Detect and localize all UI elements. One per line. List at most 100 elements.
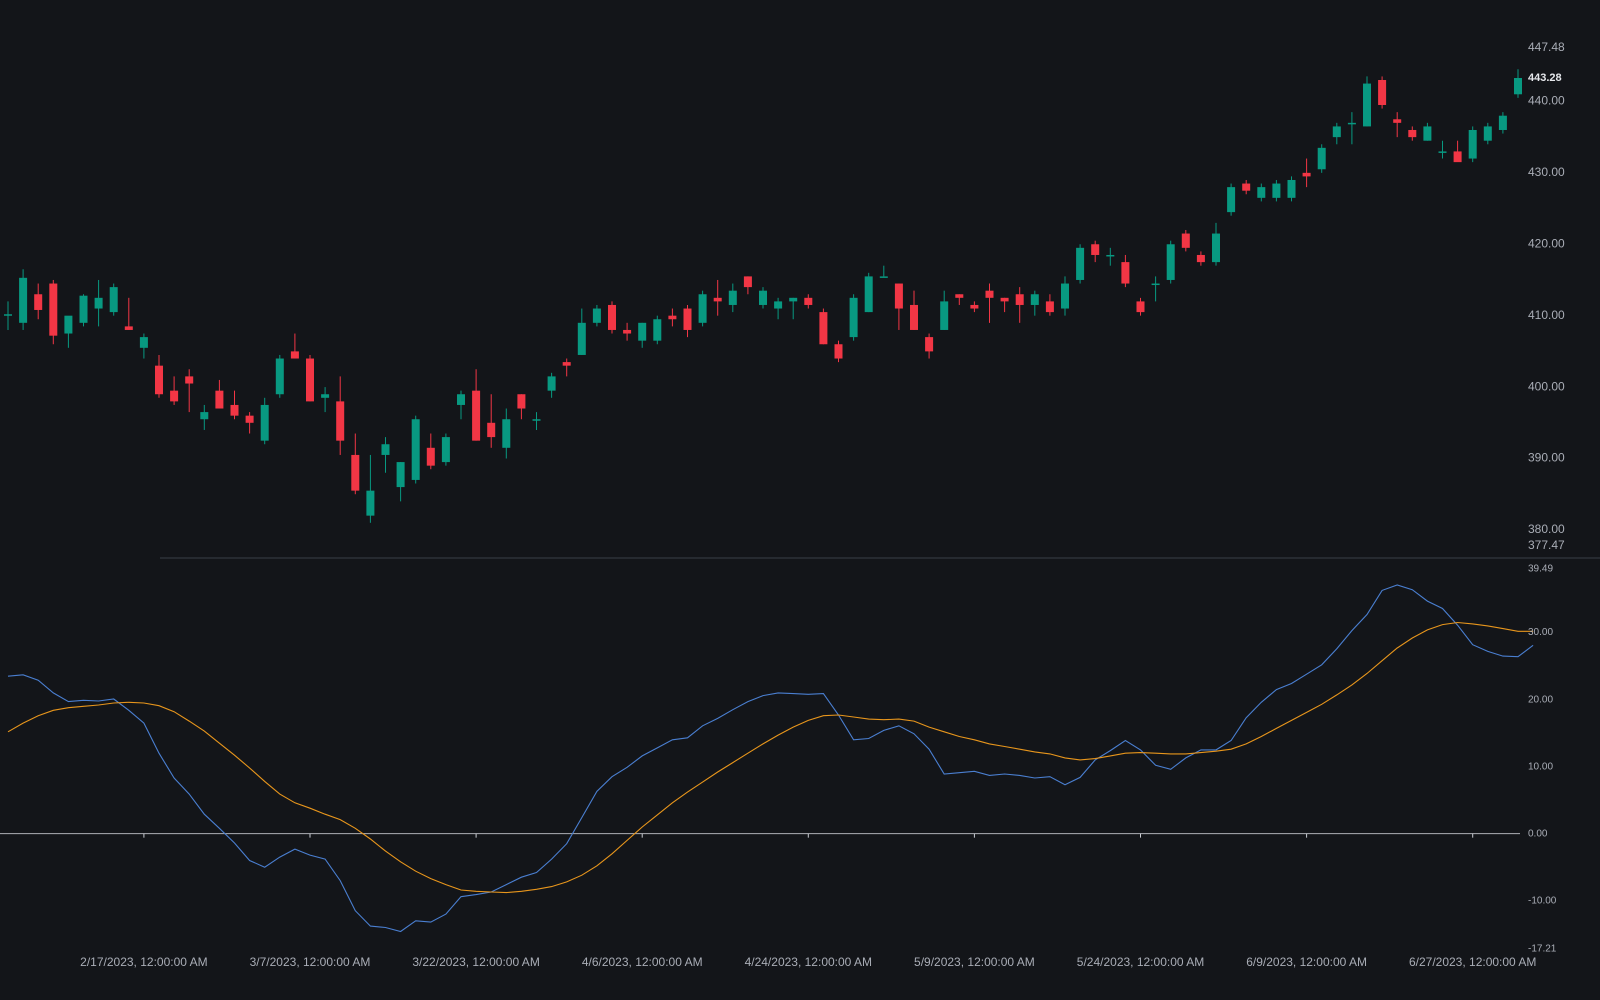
- candle-body: [653, 319, 662, 341]
- candle-body: [1498, 115, 1507, 130]
- candle-body: [1045, 301, 1054, 313]
- candle: [774, 297, 783, 320]
- indicator-tick-label: -10.00: [1528, 895, 1557, 906]
- price-axis: 447.48 380.00 390.00 400.00 410.00 420.00 430.…: [1528, 40, 1565, 552]
- candle: [1076, 244, 1085, 284]
- price-tick-label: 410.00: [1528, 308, 1565, 322]
- candle-body: [441, 437, 450, 463]
- candle-body: [1151, 283, 1160, 286]
- candle-body: [743, 276, 752, 288]
- candle: [245, 412, 254, 434]
- candle-body: [321, 394, 330, 398]
- candle-body: [260, 404, 269, 441]
- x-tick-label: 3/7/2023, 12:00:00 AM: [250, 955, 371, 969]
- candle-body: [728, 290, 737, 305]
- candle-body: [170, 390, 179, 402]
- candle: [1030, 290, 1039, 316]
- candle: [1453, 140, 1462, 163]
- candle: [230, 390, 239, 420]
- candle-body: [1242, 183, 1251, 191]
- candle: [985, 283, 994, 323]
- candle: [49, 279, 58, 345]
- candle: [547, 372, 556, 398]
- candle: [1106, 247, 1115, 266]
- candle-body: [955, 294, 964, 298]
- indicator-tick-label: 20.00: [1528, 694, 1553, 705]
- candle: [532, 412, 541, 430]
- price-tick-label: 390.00: [1528, 451, 1565, 465]
- candle-body: [366, 490, 375, 516]
- candle: [1091, 240, 1100, 263]
- candle: [1166, 240, 1175, 284]
- candle-body: [1287, 179, 1296, 198]
- candle: [306, 354, 314, 402]
- indicator-tick-label: 0.00: [1528, 828, 1548, 839]
- candle: [34, 283, 43, 320]
- candle: [1061, 276, 1069, 316]
- candle: [19, 269, 28, 330]
- candle-body: [1468, 129, 1477, 159]
- candle-body: [1363, 83, 1371, 127]
- candle-body: [1166, 244, 1175, 280]
- time-axis: 2/17/2023, 12:00:00 AM 3/7/2023, 12:00:00…: [80, 955, 1536, 969]
- candle: [970, 301, 979, 313]
- last-price-label: 443.28: [1528, 72, 1562, 84]
- candle: [592, 304, 601, 327]
- candle-body: [185, 376, 194, 384]
- candle-body: [49, 283, 58, 336]
- candle-body: [1121, 262, 1130, 284]
- candle-body: [894, 283, 903, 309]
- candle: [1212, 222, 1220, 266]
- candle: [185, 369, 194, 413]
- candle-body: [215, 390, 224, 409]
- candle-body: [1257, 187, 1266, 198]
- candle-body: [1483, 126, 1492, 141]
- candle-body: [1423, 126, 1432, 141]
- candle-body: [1091, 244, 1100, 255]
- candle-body: [592, 308, 601, 323]
- candle: [683, 304, 692, 338]
- candle-body: [79, 295, 88, 323]
- x-tick-label: 5/24/2023, 12:00:00 AM: [1077, 955, 1204, 969]
- candle-body: [1393, 119, 1402, 123]
- x-tick-label: 6/9/2023, 12:00:00 AM: [1246, 955, 1367, 969]
- candle: [1393, 112, 1402, 138]
- candle-body: [139, 337, 148, 348]
- candle: [1015, 287, 1024, 323]
- candle-body: [1302, 172, 1311, 177]
- candle: [804, 294, 813, 309]
- candle-body: [1272, 183, 1281, 198]
- candle: [426, 433, 435, 470]
- candle-body: [683, 308, 692, 330]
- candle: [864, 272, 873, 313]
- candle-body: [426, 447, 435, 466]
- x-tick-label: 6/27/2023, 12:00:00 AM: [1409, 955, 1536, 969]
- candle: [1121, 254, 1130, 288]
- candle: [925, 333, 934, 359]
- candle: [260, 397, 269, 445]
- candle: [502, 408, 511, 459]
- candle-body: [381, 444, 390, 455]
- candle: [1196, 251, 1205, 266]
- x-tick-label: 2/17/2023, 12:00:00 AM: [80, 955, 207, 969]
- indicator-axis: 39.49 -10.00 0.00 10.00 20.00 30.00 -17.21: [1528, 564, 1557, 955]
- candle: [1302, 158, 1311, 188]
- candle: [1136, 297, 1145, 316]
- candle: [623, 322, 632, 341]
- candle: [1347, 112, 1356, 145]
- candle: [955, 294, 964, 305]
- candle: [472, 369, 481, 441]
- candle-body: [411, 419, 420, 480]
- candle: [1045, 294, 1054, 316]
- candle-body: [1000, 297, 1009, 302]
- candle-body: [970, 304, 979, 309]
- candle: [1287, 176, 1296, 202]
- candle-body: [245, 415, 254, 423]
- candle-body: [864, 276, 873, 313]
- candle: [940, 290, 949, 330]
- candle-body: [532, 419, 541, 421]
- candle: [1363, 76, 1371, 127]
- candle: [562, 358, 571, 377]
- price-tick-label: 380.00: [1528, 522, 1565, 536]
- candle-body: [1030, 294, 1039, 305]
